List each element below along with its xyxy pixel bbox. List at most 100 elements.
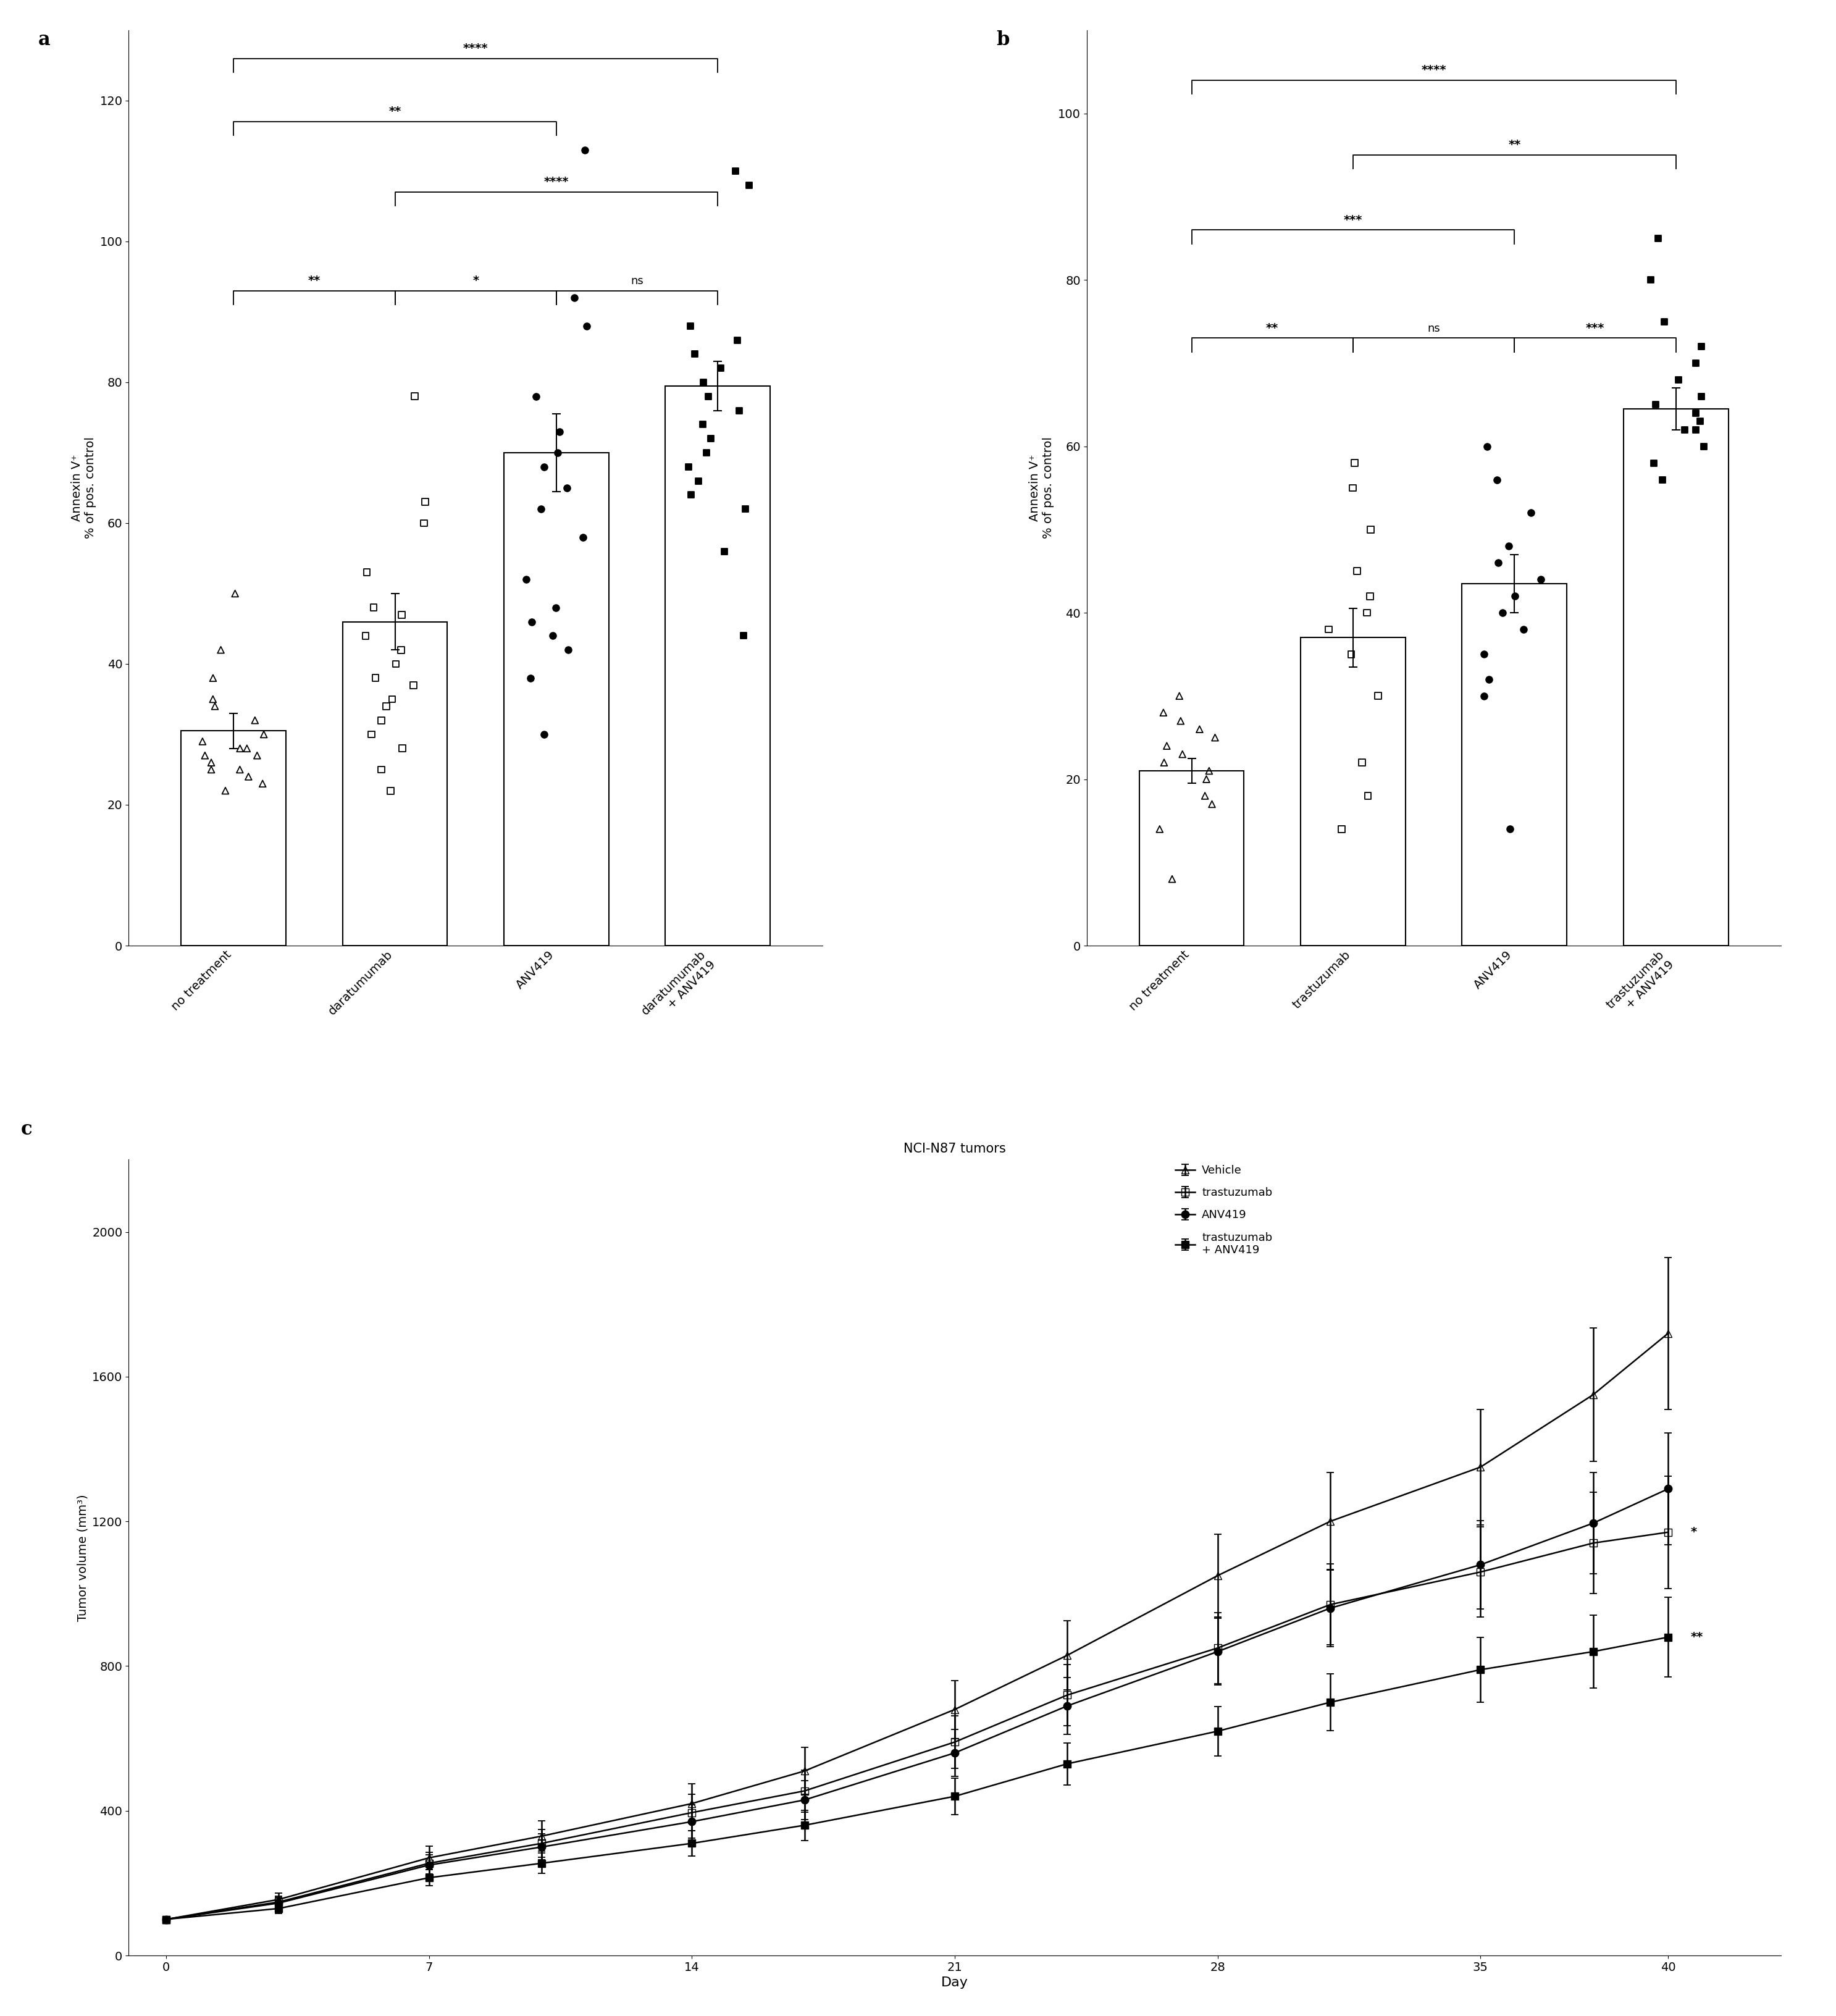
Point <box>1149 746 1179 778</box>
Point <box>1472 429 1502 462</box>
Bar <box>182 732 286 946</box>
Point <box>250 718 279 750</box>
Point <box>1647 464 1676 496</box>
Point <box>1355 581 1384 613</box>
Point <box>1495 812 1524 845</box>
Point <box>191 740 220 772</box>
Point <box>367 754 397 786</box>
Point <box>1643 222 1673 254</box>
Text: b: b <box>997 30 1010 48</box>
Bar <box>1623 409 1728 946</box>
Text: **: ** <box>389 107 402 117</box>
Point <box>683 466 712 498</box>
Point <box>688 367 718 399</box>
Point <box>696 423 725 456</box>
Point <box>1340 448 1370 480</box>
Bar <box>1461 583 1566 946</box>
Point <box>226 732 255 764</box>
Point <box>1338 472 1368 504</box>
Legend: Vehicle, trastuzumab, ANV419, trastuzumab
+ ANV419: Vehicle, trastuzumab, ANV419, trastuzuma… <box>1175 1165 1272 1256</box>
Point <box>705 353 734 385</box>
Point <box>398 669 428 702</box>
Point <box>573 310 602 343</box>
Point <box>367 704 397 736</box>
Point <box>1166 706 1195 738</box>
Text: ****: **** <box>543 175 569 187</box>
Point <box>1342 554 1371 587</box>
Bar <box>343 621 448 946</box>
Point <box>553 472 582 504</box>
Point <box>206 633 235 665</box>
Point <box>1348 746 1377 778</box>
Point <box>1649 304 1678 337</box>
Point <box>386 633 415 665</box>
Text: **: ** <box>1691 1631 1704 1643</box>
Point <box>1500 581 1529 613</box>
Y-axis label: Annexin V⁺
% of pos. control: Annexin V⁺ % of pos. control <box>1030 437 1054 538</box>
Point <box>1685 405 1715 437</box>
Point <box>1682 347 1711 379</box>
Point <box>198 661 228 694</box>
Point <box>542 591 571 623</box>
Point <box>527 494 556 526</box>
Point <box>387 599 417 631</box>
Point <box>674 452 703 484</box>
Point <box>1641 389 1671 421</box>
Point <box>1517 496 1546 528</box>
Point <box>378 683 408 716</box>
Point <box>233 760 263 792</box>
Point <box>709 534 738 566</box>
Text: c: c <box>22 1119 33 1139</box>
Point <box>694 381 723 413</box>
Point <box>356 718 386 750</box>
Point <box>1164 679 1193 712</box>
Point <box>382 647 411 679</box>
Point <box>518 605 547 637</box>
Point <box>376 774 406 806</box>
Point <box>729 619 758 651</box>
Point <box>400 381 430 413</box>
Point <box>1355 514 1384 546</box>
Point <box>679 339 709 371</box>
Text: *: * <box>1691 1526 1696 1538</box>
Text: ****: **** <box>463 42 488 54</box>
Point <box>722 155 751 187</box>
Point <box>1195 754 1225 786</box>
Point <box>1315 613 1344 645</box>
Point <box>677 480 707 512</box>
Text: *: * <box>472 274 479 286</box>
Point <box>1353 780 1383 812</box>
Point <box>248 768 277 800</box>
Point <box>725 395 755 427</box>
Point <box>734 169 764 202</box>
Text: ***: *** <box>1344 214 1362 226</box>
Point <box>211 774 241 806</box>
Point <box>409 486 439 518</box>
Text: **: ** <box>1267 323 1278 335</box>
Point <box>362 661 391 694</box>
Point <box>353 556 382 589</box>
Point <box>1364 679 1394 712</box>
Point <box>1201 722 1230 754</box>
Point <box>1663 363 1693 395</box>
Point <box>1687 331 1717 363</box>
Point <box>1474 663 1504 696</box>
Point <box>1469 679 1498 712</box>
Text: a: a <box>39 30 50 48</box>
Point <box>196 746 226 778</box>
Point <box>200 689 230 722</box>
Point <box>1190 780 1219 812</box>
Point <box>731 494 760 526</box>
Point <box>1157 863 1186 895</box>
Bar <box>1300 637 1406 946</box>
Bar <box>1138 770 1245 946</box>
Point <box>538 619 567 651</box>
Point <box>529 452 558 484</box>
Bar <box>503 454 610 946</box>
Bar <box>665 385 771 946</box>
Text: ****: **** <box>1421 65 1447 77</box>
Point <box>220 577 250 609</box>
Point <box>1689 429 1718 462</box>
Point <box>723 325 753 357</box>
Point <box>1636 264 1665 296</box>
